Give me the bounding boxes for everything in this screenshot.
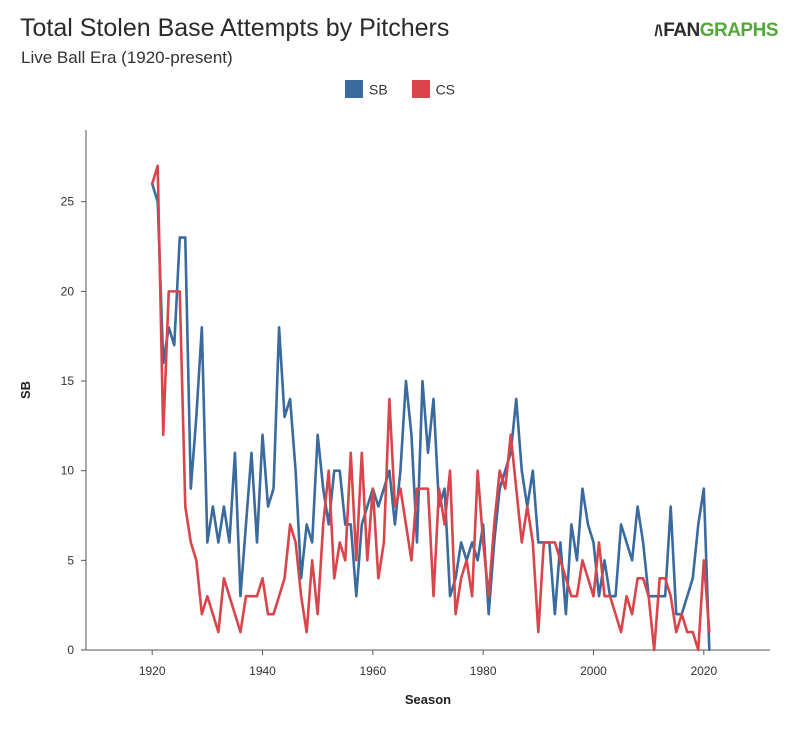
- logo-text-fan: FAN: [663, 20, 700, 41]
- legend-item-cs[interactable]: CS: [411, 80, 456, 99]
- x-tick-label: 2000: [580, 664, 607, 678]
- logo-text-graphs: GRAPHS: [699, 20, 779, 41]
- x-tick-label: 1940: [249, 664, 276, 678]
- y-tick-label: 25: [61, 195, 75, 209]
- chart-title: Total Stolen Base Attempts by Pitchers: [20, 14, 450, 42]
- series-line-cs[interactable]: [150, 164, 711, 652]
- chart-subtitle: Live Ball Era (1920-present): [21, 48, 233, 67]
- chart-legend: SB CS: [0, 80, 800, 99]
- logo-mark-icon: /\: [654, 23, 663, 40]
- y-tick-label: 20: [61, 284, 75, 298]
- legend-label-cs: CS: [435, 81, 456, 98]
- x-axis-title: Season: [405, 692, 451, 707]
- x-tick-label: 1960: [359, 664, 386, 678]
- legend-swatch-cs: [411, 80, 430, 99]
- legend-label-sb: SB: [368, 81, 388, 98]
- legend-swatch-sb: [344, 80, 363, 99]
- fangraphs-logo[interactable]: /\FANGRAPHS: [654, 20, 778, 42]
- y-tick-label: 5: [67, 553, 74, 567]
- y-axis-title: SB: [18, 381, 33, 399]
- chart-axes: [85, 130, 770, 651]
- x-tick-label: 2020: [690, 664, 717, 678]
- y-tick-label: 0: [67, 643, 74, 657]
- chart-ticks: 0 5 10 15 20 25 1920 1940 1960 1980 2000 2020: [61, 195, 718, 678]
- chart-lines: [150, 164, 711, 652]
- y-tick-label: 10: [61, 464, 75, 478]
- series-line-sb[interactable]: [150, 182, 711, 652]
- x-tick-label: 1920: [139, 664, 166, 678]
- legend-item-sb[interactable]: SB: [344, 80, 388, 99]
- x-tick-label: 1980: [470, 664, 497, 678]
- y-tick-label: 15: [61, 374, 75, 388]
